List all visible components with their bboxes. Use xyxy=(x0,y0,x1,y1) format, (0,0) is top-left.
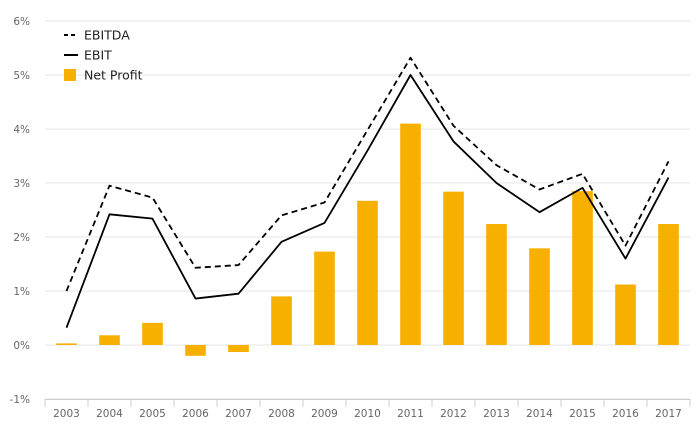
ebit-line xyxy=(65,74,670,329)
x-tick-label: 2016 xyxy=(612,408,639,420)
x-axis-ticks: 2003 2004 2005 2006 2007 2008 2009 2010 2011 2012… xyxy=(44,399,691,420)
net-profit-bar xyxy=(572,191,593,345)
net-profit-bar xyxy=(314,251,335,345)
x-tick-label: 2013 xyxy=(483,408,510,420)
y-tick-label: 5% xyxy=(13,70,30,82)
net-profit-bar xyxy=(357,200,378,345)
x-tick-label: 2008 xyxy=(268,408,295,420)
y-tick-label: 1% xyxy=(13,286,30,298)
x-tick-label: 2011 xyxy=(397,408,424,420)
ebitda-line xyxy=(65,56,670,292)
net-profit-bar xyxy=(615,284,636,345)
x-tick-label: 2005 xyxy=(139,408,166,420)
x-tick-label: 2003 xyxy=(53,408,80,420)
legend-label-ebit: EBIT xyxy=(84,48,112,63)
x-tick-label: 2007 xyxy=(225,408,252,420)
net-profit-bar xyxy=(443,191,464,345)
x-tick-label: 2017 xyxy=(655,408,682,420)
x-tick-label: 2006 xyxy=(182,408,209,420)
y-tick-label: 6% xyxy=(13,16,30,28)
net-profit-bar xyxy=(99,335,120,345)
net-profit-bars xyxy=(56,123,679,356)
y-tick-label: 4% xyxy=(13,124,30,136)
y-tick-label: 0% xyxy=(13,340,30,352)
net-profit-bar xyxy=(142,322,163,345)
x-tick-label: 2015 xyxy=(569,408,596,420)
y-tick-label: -1% xyxy=(10,394,30,406)
x-tick-label: 2012 xyxy=(440,408,467,420)
x-tick-label: 2014 xyxy=(526,408,553,420)
net-profit-bar xyxy=(228,345,249,353)
legend: EBITDA EBIT Net Profit xyxy=(64,28,143,83)
x-tick-label: 2010 xyxy=(354,408,381,420)
net-profit-bar xyxy=(185,345,206,356)
x-tick-label: 2004 xyxy=(96,408,123,420)
y-tick-label: 2% xyxy=(13,232,30,244)
legend-label-ebitda: EBITDA xyxy=(84,28,130,43)
x-tick-label: 2009 xyxy=(311,408,338,420)
net-profit-bar xyxy=(56,343,77,345)
legend-label-net-profit: Net Profit xyxy=(84,68,143,83)
y-tick-label: 3% xyxy=(13,178,30,190)
net-profit-bar xyxy=(529,248,550,345)
net-profit-bar xyxy=(400,123,421,345)
legend-swatch-net-profit xyxy=(64,69,76,81)
net-profit-bar xyxy=(271,296,292,345)
net-profit-bar xyxy=(658,224,679,345)
line-series xyxy=(65,56,670,329)
net-profit-bar xyxy=(486,224,507,345)
y-axis-ticks: -1% 0% 1% 2% 3% 4% 5% 6% xyxy=(10,16,30,406)
